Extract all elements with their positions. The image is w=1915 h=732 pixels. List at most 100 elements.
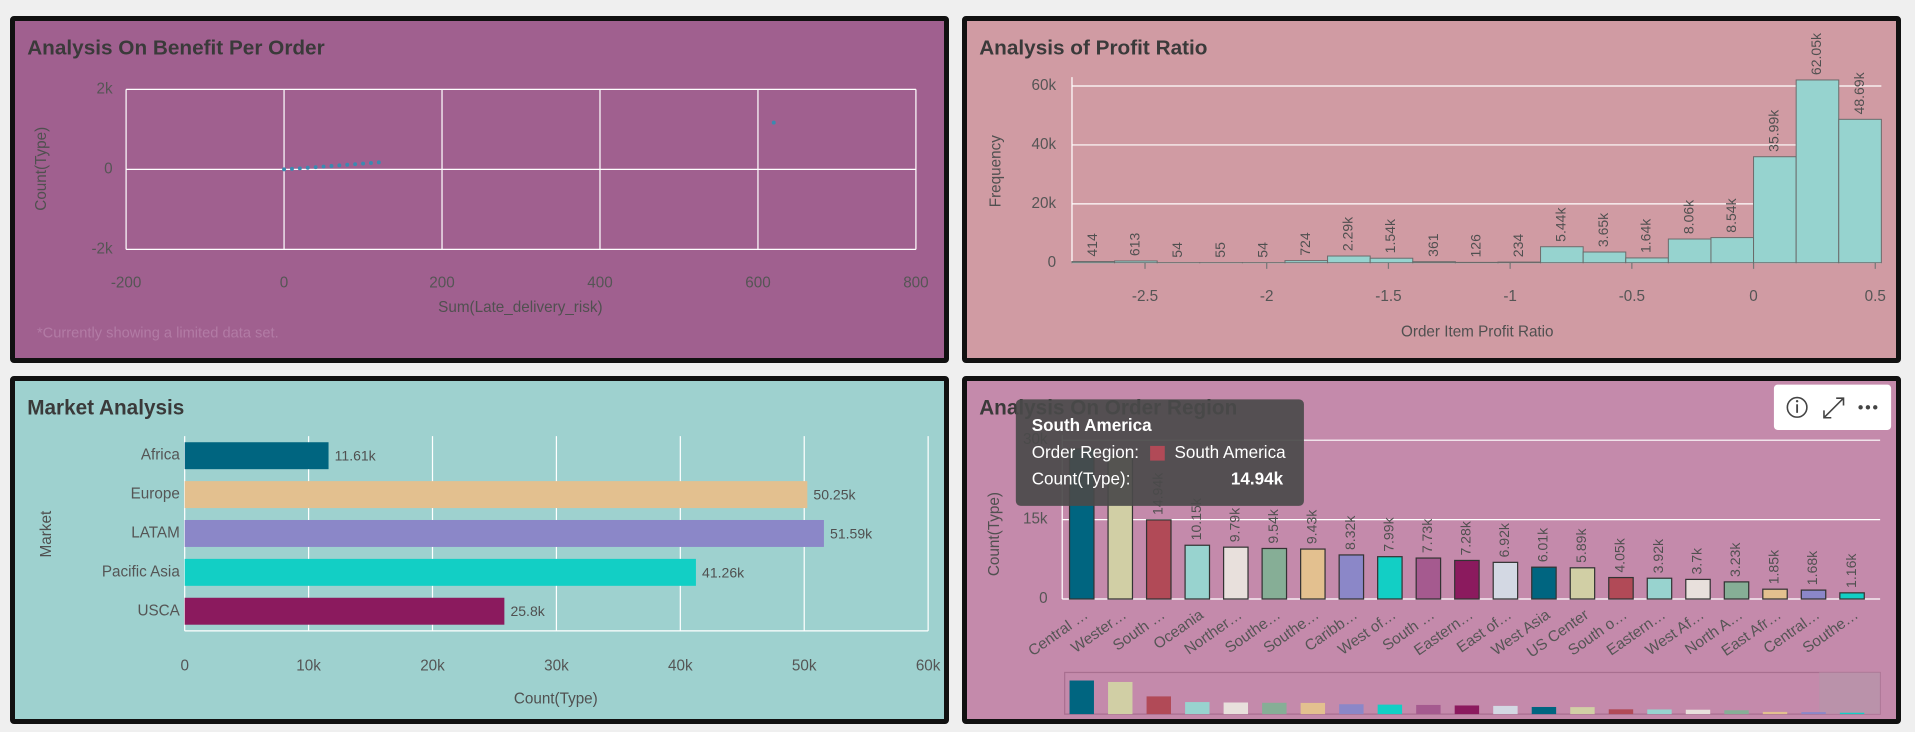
point: [297, 166, 302, 171]
value-label: 724: [1297, 232, 1313, 256]
value-label: 35.99k: [1766, 109, 1782, 152]
value-label: 4.05k: [1612, 537, 1628, 572]
value-label: 9.54k: [1265, 508, 1281, 543]
bar: [1582, 251, 1627, 264]
tooltip-label: Count(Type):: [1032, 470, 1131, 489]
y-tick-label: 15k: [1023, 511, 1048, 528]
minimap-bar: [1223, 702, 1249, 715]
category-label: Pacific Asia: [102, 563, 180, 580]
y-tick-label: -2k: [91, 240, 113, 257]
value-label: 25.8k: [510, 603, 545, 619]
minimap-bar: [1339, 704, 1364, 715]
minimap-thumb: [1819, 672, 1881, 715]
bar: [1145, 519, 1172, 600]
bar: [1753, 156, 1797, 264]
bar: [1222, 546, 1249, 600]
y-tick-label: 0: [104, 160, 112, 177]
bar: [1800, 589, 1827, 600]
bar: [1710, 237, 1755, 264]
value-label: 1.68k: [1804, 550, 1820, 585]
value-label: 2.29k: [1340, 216, 1356, 251]
value-label: 7.73k: [1419, 518, 1435, 553]
x-tick-label: 0.5: [1865, 288, 1886, 305]
chart-title: Analysis of Profit Ratio: [979, 37, 1207, 60]
value-label: 414: [1084, 233, 1100, 257]
info-button[interactable]: [1786, 396, 1808, 418]
chart-title: Market Analysis: [27, 397, 184, 420]
x-tick-label: -2.5: [1132, 288, 1158, 305]
x-tick-label: 600: [745, 275, 770, 292]
plot: -200 0 200 400 600 800 -2k 0 2k: [91, 80, 928, 291]
value-label: 41.26k: [702, 564, 745, 580]
bar: [1300, 548, 1326, 600]
value-label: 54: [1169, 242, 1185, 258]
chart: Analysis of Profit Ratio Order Item Prof…: [979, 32, 1886, 340]
value-label: 6.01k: [1535, 527, 1551, 562]
minimap-bar: [1685, 709, 1711, 715]
bar: [1625, 257, 1669, 264]
minimap-bar: [1069, 680, 1094, 715]
bar: [1540, 246, 1584, 264]
bar: [184, 442, 329, 470]
more-icon: [1865, 405, 1871, 410]
bar: [184, 481, 808, 509]
expand-button[interactable]: [1823, 397, 1845, 419]
value-label: 3.65k: [1595, 212, 1611, 247]
bar: [1608, 576, 1634, 600]
panel-region: Analysis On Order Region Count(Type) 015…: [962, 376, 1901, 724]
x-tick-label: -0.5: [1619, 288, 1645, 305]
tooltip-label: Order Region:: [1032, 443, 1139, 462]
bar: [1838, 118, 1882, 264]
chart: Analysis On Benefit Per Order Sum(Late_d…: [27, 37, 928, 342]
point: [337, 163, 342, 168]
minimap-bar: [1724, 710, 1749, 715]
category-label: USCA: [137, 602, 180, 619]
point: [313, 165, 318, 170]
value-label: 361: [1425, 233, 1441, 257]
minimap-bar: [1647, 709, 1672, 715]
point: [305, 165, 310, 170]
bar: [1284, 260, 1329, 264]
x-tick-label: -2: [1260, 288, 1274, 305]
x-axis-label: Count(Type): [514, 690, 598, 707]
x-axis-label: Sum(Late_delivery_risk): [438, 299, 602, 316]
panel-profit: Analysis of Profit Ratio Order Item Prof…: [962, 16, 1901, 363]
value-label: 54: [1254, 242, 1270, 258]
y-tick-label: 20k: [1032, 195, 1057, 212]
minimap-bar: [1262, 702, 1287, 715]
panel-benefit: Analysis On Benefit Per Order Sum(Late_d…: [10, 16, 949, 363]
bar: [1762, 588, 1788, 600]
bar: [184, 597, 505, 625]
bar: [1184, 544, 1211, 600]
value-label: 8.06k: [1680, 199, 1696, 234]
value-label: 3.23k: [1727, 542, 1743, 577]
bar: [1071, 261, 1116, 264]
value-label: 8.54k: [1723, 197, 1739, 232]
value-label: 1.16k: [1843, 553, 1859, 588]
bar: [1569, 567, 1596, 600]
value-label: 7.99k: [1381, 516, 1397, 551]
more-button[interactable]: [1858, 405, 1878, 410]
minimap-bar: [1377, 704, 1403, 715]
minimap-bar: [1762, 711, 1788, 715]
bar: [1114, 260, 1158, 264]
bar: [1723, 581, 1750, 600]
bar: [1454, 559, 1480, 600]
tooltip-value: South America: [1175, 443, 1287, 462]
minimap-bar: [1454, 705, 1480, 715]
minimap-bar: [1570, 707, 1595, 715]
minimap-bar: [1146, 696, 1171, 715]
value-label: 51.59k: [830, 525, 873, 541]
x-tick-label: -1: [1503, 288, 1517, 305]
tooltip-swatch: [1150, 445, 1165, 461]
minimap-bar: [1108, 681, 1133, 715]
bar: [1492, 561, 1519, 600]
footnote: *Currently showing a limited data set.: [37, 325, 279, 341]
info-icon: [1795, 399, 1799, 403]
y-axis-label: Market: [38, 510, 55, 557]
x-tick-label: 400: [587, 275, 612, 292]
info-icon: [1786, 396, 1808, 418]
value-label: 1.64k: [1638, 218, 1654, 253]
value-label: 7.28k: [1458, 520, 1474, 555]
